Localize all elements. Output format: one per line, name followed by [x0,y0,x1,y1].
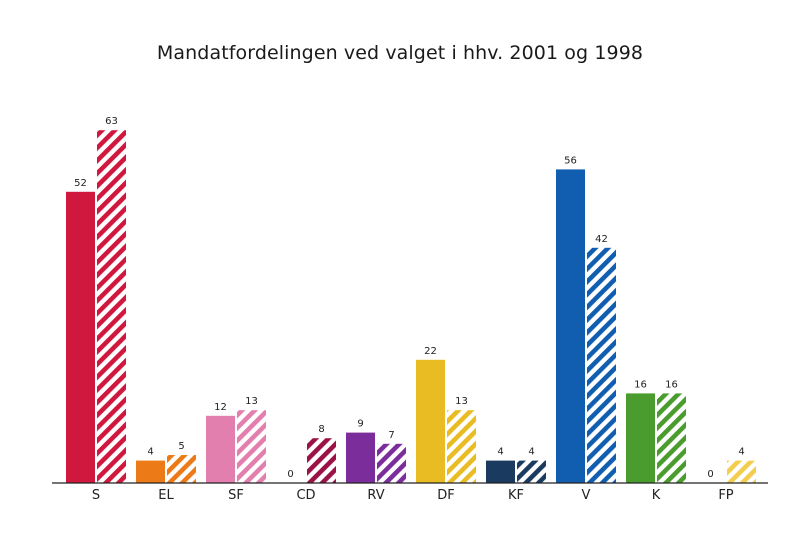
x-tick-label-cd: CD [296,488,315,503]
bar-kf-2001 [486,460,515,483]
x-tick-label-el: EL [158,488,174,503]
bar-v-1998 [587,247,616,483]
bar-value-label-k-1998: 16 [665,379,678,390]
labels-layer: 52 63 4 5 12 13 0 8 9 7 22 13 4 4 56 42 16 16 0 4 [74,116,745,480]
bar-sf-2001 [206,415,235,483]
bar-value-label-el-1998: 5 [178,441,184,452]
bar-df-1998 [447,410,476,483]
x-tick-label-fp: FP [718,488,733,503]
x-tick-label-sf: SF [228,488,244,503]
x-axis-ticks: S EL SF CD RV DF KF V K FP [92,488,734,503]
x-tick-label-kf: KF [508,488,524,503]
bar-value-label-k-2001: 16 [634,379,647,390]
bar-value-label-cd-1998: 8 [318,424,324,435]
bar-value-label-sf-1998: 13 [245,396,258,407]
bar-sf-1998 [237,410,266,483]
x-tick-label-v: V [582,488,591,503]
bar-v-2001 [556,169,585,483]
bar-cd-1998 [307,438,336,483]
bar-value-label-fp-1998: 4 [738,447,744,458]
bar-value-label-el-2001: 4 [147,447,153,458]
bar-value-label-s-1998: 63 [105,116,118,127]
bar-value-label-kf-1998: 4 [528,447,534,458]
bar-value-label-v-1998: 42 [595,234,608,245]
bar-value-label-df-2001: 22 [424,346,437,357]
bar-k-1998 [657,393,686,483]
bar-value-label-fp-2001: 0 [707,469,713,480]
bar-s-2001 [66,191,95,484]
bar-s-1998 [97,130,126,483]
bar-df-2001 [416,359,445,483]
bar-value-label-sf-2001: 12 [214,402,227,413]
bar-value-label-s-2001: 52 [74,178,87,189]
bar-value-label-df-1998: 13 [455,396,468,407]
x-tick-label-df: DF [437,488,455,503]
bar-rv-2001 [346,432,375,483]
bar-rv-1998 [377,443,406,483]
bar-value-label-kf-2001: 4 [497,447,503,458]
bar-value-label-v-2001: 56 [564,155,577,166]
x-tick-label-k: K [652,488,661,503]
bar-el-1998 [167,455,196,483]
bar-value-label-rv-2001: 9 [357,419,363,430]
bar-k-2001 [626,393,655,483]
bar-value-label-cd-2001: 0 [287,469,293,480]
x-tick-label-s: S [92,488,100,503]
bar-kf-1998 [517,460,546,483]
bar-value-label-rv-1998: 7 [388,430,394,441]
bar-el-2001 [136,460,165,483]
x-tick-label-rv: RV [367,488,384,503]
chart-title: Mandatfordelingen ved valget i hhv. 2001… [156,42,644,64]
bars-layer [66,130,756,484]
bar-fp-1998 [727,460,756,483]
